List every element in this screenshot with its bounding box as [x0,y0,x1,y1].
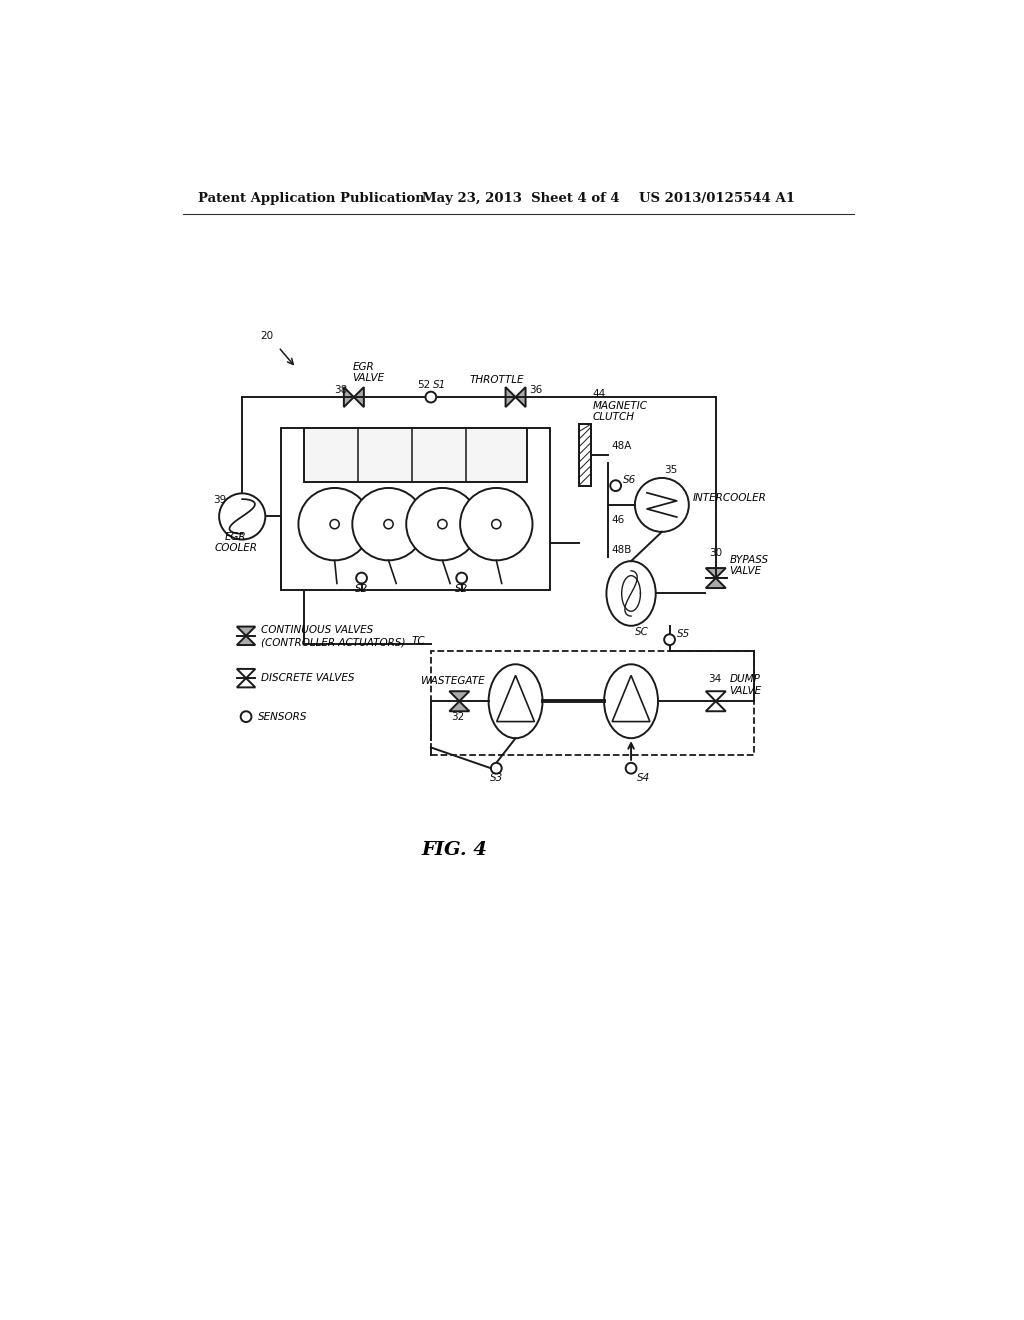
Circle shape [407,488,478,561]
Ellipse shape [606,561,655,626]
Text: 34: 34 [708,675,721,684]
Text: (CONTROLLER ACTUATORS): (CONTROLLER ACTUATORS) [261,638,406,647]
Bar [281,428,550,590]
Text: SC: SC [635,627,649,638]
Polygon shape [450,692,469,701]
Polygon shape [612,676,650,722]
Text: S2: S2 [455,583,468,594]
Circle shape [626,763,637,774]
Text: 46: 46 [611,515,625,525]
Text: 32: 32 [452,713,465,722]
Bar [579,424,591,486]
Bar [579,424,591,486]
Text: S2: S2 [355,583,369,594]
Polygon shape [237,627,255,636]
Text: DISCRETE VALVES: DISCRETE VALVES [261,673,355,684]
Bar [304,428,527,482]
Circle shape [490,763,502,774]
Circle shape [610,480,621,491]
Polygon shape [515,387,525,407]
Circle shape [425,392,436,403]
Circle shape [460,488,532,561]
Circle shape [665,635,675,645]
Text: 48B: 48B [611,545,632,556]
Polygon shape [706,692,726,701]
Text: Patent Application Publication: Patent Application Publication [199,191,425,205]
Polygon shape [706,701,726,711]
Text: TC: TC [411,635,425,645]
Polygon shape [497,676,535,722]
Text: 36: 36 [529,385,543,395]
Text: SENSORS: SENSORS [258,711,307,722]
Text: 35: 35 [665,465,678,475]
Polygon shape [706,578,726,589]
Text: 52: 52 [417,380,430,389]
Polygon shape [237,669,255,678]
Ellipse shape [488,664,543,738]
Text: DUMP
VALVE: DUMP VALVE [730,675,762,696]
Circle shape [352,488,425,561]
Bar [431,651,755,755]
Polygon shape [344,387,354,407]
Circle shape [298,488,371,561]
Text: WASTEGATE: WASTEGATE [421,676,484,686]
Circle shape [635,478,689,532]
Text: MAGNETIC
CLUTCH: MAGNETIC CLUTCH [593,400,647,422]
Circle shape [457,573,467,583]
Circle shape [241,711,252,722]
Text: THROTTLE: THROTTLE [469,375,524,385]
Circle shape [492,520,501,529]
Text: EGR
COOLER: EGR COOLER [215,532,258,553]
Text: INTERCOOLER: INTERCOOLER [692,494,767,503]
Circle shape [330,520,339,529]
Text: S6: S6 [624,475,637,486]
Polygon shape [706,568,726,578]
Circle shape [356,573,367,583]
Text: May 23, 2013  Sheet 4 of 4: May 23, 2013 Sheet 4 of 4 [422,191,620,205]
Text: 44: 44 [593,389,606,399]
Polygon shape [506,387,515,407]
Text: BYPASS
VALVE: BYPASS VALVE [730,554,769,577]
Polygon shape [237,678,255,688]
Polygon shape [354,387,364,407]
Polygon shape [237,636,255,645]
Text: US 2013/0125544 A1: US 2013/0125544 A1 [639,191,795,205]
Ellipse shape [604,664,658,738]
Circle shape [438,520,447,529]
Circle shape [384,520,393,529]
Text: S3: S3 [490,772,504,783]
Text: S1: S1 [433,380,446,389]
Circle shape [219,494,265,540]
Text: 38: 38 [335,385,348,395]
Text: 48A: 48A [611,441,632,450]
Text: S5: S5 [677,630,690,639]
Text: 30: 30 [710,549,723,558]
Text: CONTINUOUS VALVES: CONTINUOUS VALVES [261,624,374,635]
Text: 20: 20 [260,331,273,342]
Polygon shape [450,701,469,711]
Text: S4: S4 [637,772,650,783]
Text: 39: 39 [213,495,226,504]
Text: FIG. 4: FIG. 4 [421,841,487,859]
Text: EGR
VALVE: EGR VALVE [352,362,384,383]
